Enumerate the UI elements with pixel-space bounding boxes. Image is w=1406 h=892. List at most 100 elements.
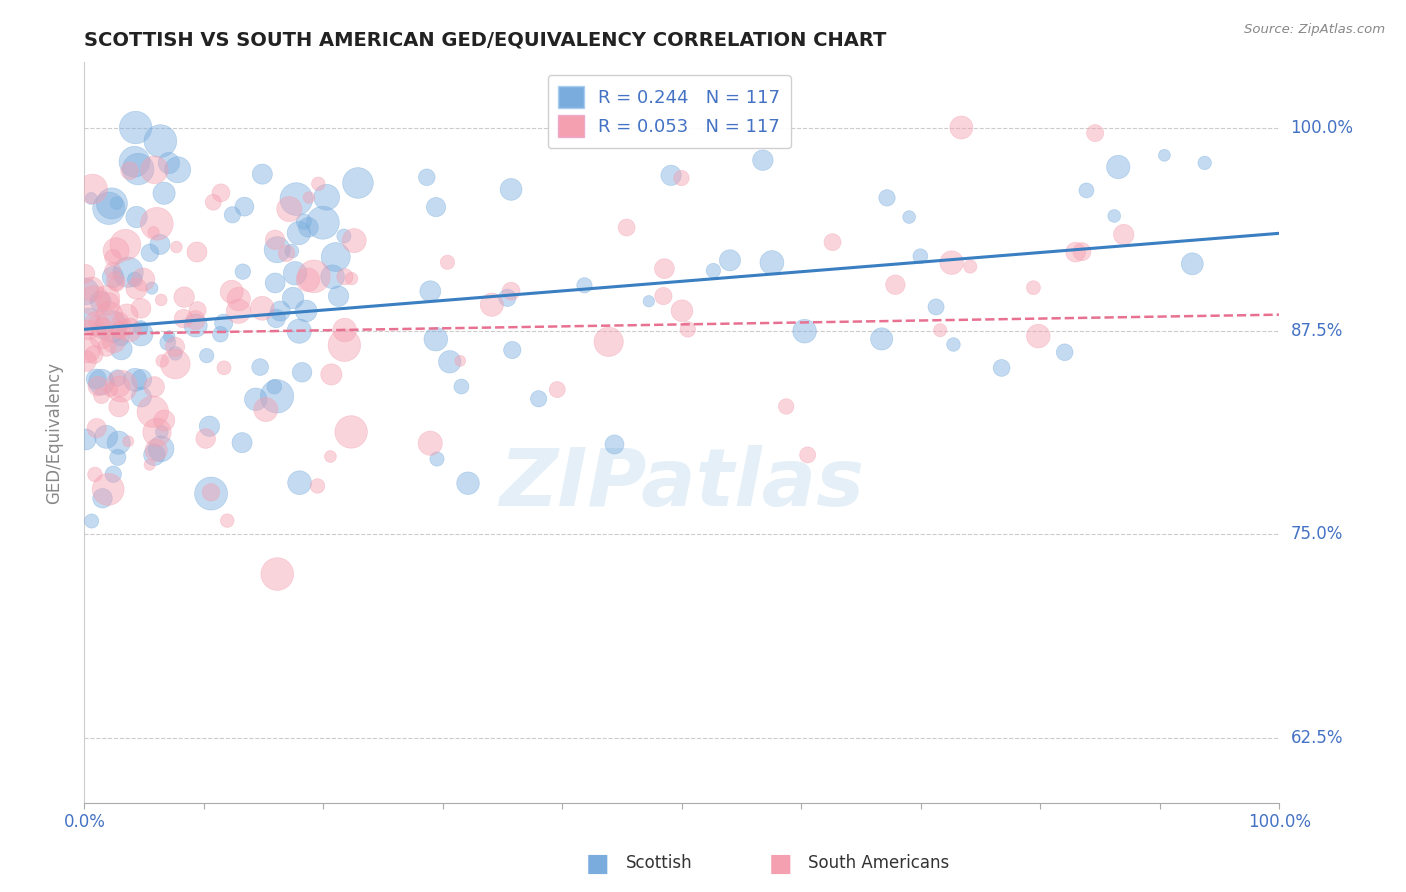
Point bbox=[1022, 281, 1045, 295]
Point bbox=[233, 200, 256, 214]
Point bbox=[77, 311, 100, 326]
Point bbox=[101, 196, 124, 211]
Point bbox=[202, 195, 225, 210]
Point bbox=[80, 282, 103, 296]
Point bbox=[101, 263, 124, 277]
Point bbox=[1064, 245, 1087, 260]
Point bbox=[1153, 148, 1175, 162]
Point bbox=[925, 300, 948, 314]
Point bbox=[319, 450, 342, 464]
Point bbox=[143, 162, 166, 177]
Point bbox=[752, 153, 775, 168]
Point bbox=[96, 340, 118, 354]
Point bbox=[419, 284, 441, 298]
Point bbox=[131, 372, 153, 386]
Text: 87.5%: 87.5% bbox=[1291, 322, 1343, 340]
Text: 62.5%: 62.5% bbox=[1291, 729, 1343, 747]
Point bbox=[110, 331, 132, 345]
Point bbox=[1107, 160, 1129, 174]
Point bbox=[118, 323, 141, 337]
Point bbox=[221, 208, 243, 222]
Point bbox=[702, 263, 724, 277]
Point bbox=[884, 277, 907, 292]
Point bbox=[546, 383, 568, 397]
Point bbox=[138, 458, 160, 472]
Point bbox=[104, 274, 127, 288]
Point bbox=[603, 437, 626, 451]
Point bbox=[153, 413, 176, 427]
Point bbox=[129, 326, 152, 341]
Point bbox=[96, 291, 118, 305]
Point bbox=[284, 266, 307, 280]
Point bbox=[110, 313, 132, 327]
Point bbox=[501, 284, 523, 298]
Point bbox=[97, 483, 120, 497]
Point bbox=[232, 265, 254, 279]
Point bbox=[132, 272, 155, 286]
Point bbox=[91, 321, 114, 335]
Point bbox=[796, 448, 818, 462]
Text: ■: ■ bbox=[769, 852, 792, 875]
Point bbox=[83, 348, 105, 362]
Text: ZIPatlas: ZIPatlas bbox=[499, 445, 865, 524]
Point bbox=[84, 467, 107, 482]
Point bbox=[86, 421, 108, 435]
Point bbox=[291, 365, 314, 379]
Point bbox=[114, 237, 136, 252]
Point bbox=[481, 298, 503, 312]
Point bbox=[75, 267, 97, 281]
Text: SCOTTISH VS SOUTH AMERICAN GED/EQUIVALENCY CORRELATION CHART: SCOTTISH VS SOUTH AMERICAN GED/EQUIVALEN… bbox=[84, 30, 887, 50]
Point bbox=[127, 162, 149, 177]
Point bbox=[90, 389, 112, 403]
Point bbox=[209, 186, 232, 200]
Point bbox=[115, 318, 138, 332]
Point bbox=[278, 202, 301, 216]
Point bbox=[501, 343, 523, 357]
Point bbox=[1076, 184, 1098, 198]
Point bbox=[108, 379, 131, 393]
Point bbox=[312, 216, 335, 230]
Point bbox=[105, 244, 128, 258]
Point bbox=[457, 476, 479, 491]
Point bbox=[187, 303, 209, 318]
Point bbox=[288, 226, 311, 240]
Point bbox=[139, 245, 162, 260]
Point bbox=[221, 285, 243, 299]
Point bbox=[426, 452, 449, 467]
Point bbox=[231, 435, 253, 450]
Point bbox=[143, 380, 166, 394]
Point bbox=[125, 210, 148, 224]
Point bbox=[266, 389, 288, 403]
Point bbox=[103, 467, 125, 482]
Point bbox=[676, 322, 699, 336]
Point bbox=[91, 491, 114, 506]
Point bbox=[194, 432, 217, 446]
Point bbox=[124, 154, 146, 169]
Point bbox=[150, 354, 173, 368]
Point bbox=[254, 402, 277, 417]
Point bbox=[288, 475, 311, 490]
Point bbox=[499, 182, 522, 196]
Point bbox=[942, 337, 965, 351]
Point bbox=[212, 316, 235, 330]
Point bbox=[80, 514, 103, 528]
Point bbox=[249, 360, 271, 375]
Point bbox=[145, 443, 167, 458]
Point bbox=[876, 191, 898, 205]
Point bbox=[718, 253, 741, 268]
Point bbox=[166, 162, 188, 177]
Point bbox=[1084, 126, 1107, 140]
Point bbox=[340, 425, 363, 439]
Point bbox=[198, 419, 221, 434]
Point bbox=[450, 379, 472, 393]
Point bbox=[616, 220, 638, 235]
Point bbox=[322, 269, 344, 284]
Point bbox=[209, 327, 232, 342]
Point bbox=[124, 373, 146, 387]
Point bbox=[100, 319, 122, 334]
Point bbox=[1194, 156, 1216, 170]
Point bbox=[173, 311, 195, 326]
Point bbox=[110, 323, 132, 337]
Point bbox=[97, 297, 120, 311]
Point bbox=[340, 271, 363, 285]
